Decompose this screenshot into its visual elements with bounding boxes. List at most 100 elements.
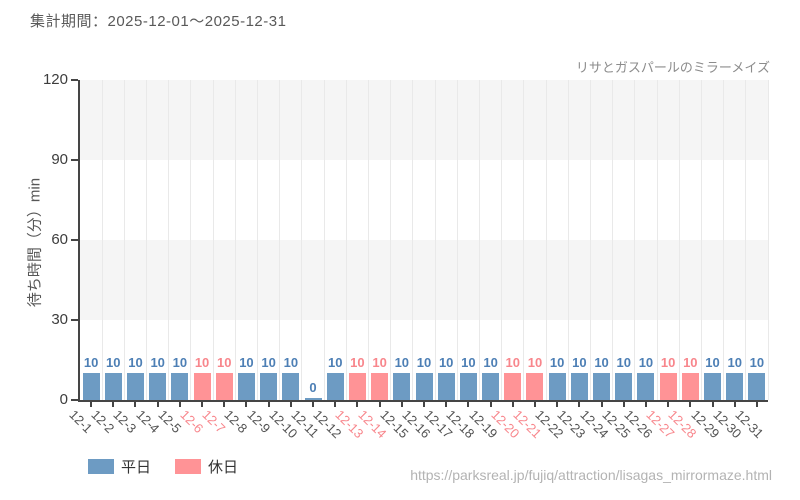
bar xyxy=(704,373,722,400)
gridline xyxy=(301,80,303,400)
bar xyxy=(748,373,766,400)
x-tick xyxy=(578,402,581,407)
bar xyxy=(348,373,366,400)
legend-weekday-swatch xyxy=(88,459,114,474)
x-tick-label: 12-1 xyxy=(66,407,96,437)
bar-value-label: 10 xyxy=(438,355,454,371)
x-tick xyxy=(201,402,204,407)
x-tick-label: 12-9 xyxy=(244,407,274,437)
gridline xyxy=(612,80,614,400)
bar xyxy=(459,373,477,400)
x-tick xyxy=(156,402,159,407)
x-tick xyxy=(378,402,381,407)
bar-value-label: 10 xyxy=(660,355,676,371)
bar-value-label: 10 xyxy=(327,355,343,371)
bar-value-label: 10 xyxy=(261,355,276,371)
y-tick xyxy=(71,159,78,161)
legend: 平日 休日 xyxy=(88,456,262,477)
bar-value-label: 10 xyxy=(150,355,165,371)
bar-value-label: 10 xyxy=(727,355,742,371)
y-tick-label: 60 xyxy=(51,231,68,248)
gridline xyxy=(745,80,747,400)
bar-value-label: 10 xyxy=(83,355,99,371)
x-tick-label: 12-6 xyxy=(177,407,207,437)
plot-band xyxy=(80,80,768,160)
gridline xyxy=(478,80,480,400)
bar xyxy=(548,373,566,400)
bar-value-label: 10 xyxy=(572,355,587,371)
bar xyxy=(570,373,588,400)
bar-value-label: 10 xyxy=(505,355,520,371)
legend-holiday-label: 休日 xyxy=(208,459,239,476)
x-tick xyxy=(312,402,315,407)
attraction-label: リサとガスパールのミラーメイズ xyxy=(575,60,770,75)
bar xyxy=(526,373,544,400)
x-tick xyxy=(223,402,226,407)
x-tick xyxy=(400,402,403,407)
bar-value-label: 10 xyxy=(461,355,476,371)
x-tick xyxy=(112,402,115,407)
x-axis-line xyxy=(78,400,768,402)
bar-value-label: 10 xyxy=(594,355,609,371)
x-tick xyxy=(356,402,359,407)
bar-value-label: 10 xyxy=(638,355,654,371)
bar-value-label: 0 xyxy=(309,380,317,395)
gridline xyxy=(545,80,547,400)
bar-value-label: 10 xyxy=(483,355,498,371)
x-tick-label: 12-8 xyxy=(221,407,251,437)
gridline xyxy=(190,80,192,400)
x-tick xyxy=(533,402,536,407)
x-tick xyxy=(667,402,670,407)
x-tick xyxy=(733,402,736,407)
x-tick xyxy=(689,402,692,407)
gridline xyxy=(257,80,259,400)
bar-value-label: 10 xyxy=(350,355,365,371)
x-tick xyxy=(289,402,292,407)
gridline xyxy=(678,80,680,400)
y-tick xyxy=(71,399,78,401)
gridline xyxy=(212,80,214,400)
bar xyxy=(593,373,611,400)
bar xyxy=(82,373,100,400)
gridline xyxy=(146,80,148,400)
gridline xyxy=(279,80,281,400)
bar-value-label: 10 xyxy=(616,355,631,371)
bar-value-label: 10 xyxy=(416,355,432,371)
legend-weekday-label: 平日 xyxy=(121,459,152,476)
y-tick xyxy=(71,319,78,321)
x-tick xyxy=(245,402,248,407)
plot-area: 0 30 60 90 120 10 12-1 10 12-2 10 12-3 10 12-4 10 12-5… xyxy=(43,71,769,441)
bar-value-label: 10 xyxy=(394,355,410,371)
gridline xyxy=(168,80,170,400)
bar xyxy=(415,373,433,400)
gridline xyxy=(567,80,569,400)
gridline xyxy=(345,80,347,400)
bar xyxy=(104,373,122,400)
x-tick xyxy=(711,402,714,407)
x-tick xyxy=(622,402,625,407)
gridline xyxy=(123,80,125,400)
x-tick xyxy=(178,402,181,407)
bar xyxy=(149,373,167,400)
bar-value-label: 10 xyxy=(549,355,565,371)
bar xyxy=(437,373,455,400)
bar xyxy=(726,373,744,400)
gridline xyxy=(368,80,370,400)
bar-value-label: 10 xyxy=(527,355,543,371)
legend-holiday-swatch xyxy=(175,459,202,474)
x-tick xyxy=(511,402,514,407)
gridline xyxy=(434,80,436,400)
bar-value-label: 10 xyxy=(128,355,143,371)
x-tick xyxy=(600,402,603,407)
x-tick xyxy=(467,402,470,407)
bar-value-label: 10 xyxy=(194,355,210,371)
plot-band xyxy=(80,240,768,320)
bar-value-label: 10 xyxy=(683,355,698,371)
bar xyxy=(371,373,389,400)
x-tick xyxy=(489,402,492,407)
bar-value-label: 10 xyxy=(705,355,720,371)
gridline xyxy=(656,80,658,400)
gridline xyxy=(700,80,702,400)
x-tick xyxy=(267,402,270,407)
